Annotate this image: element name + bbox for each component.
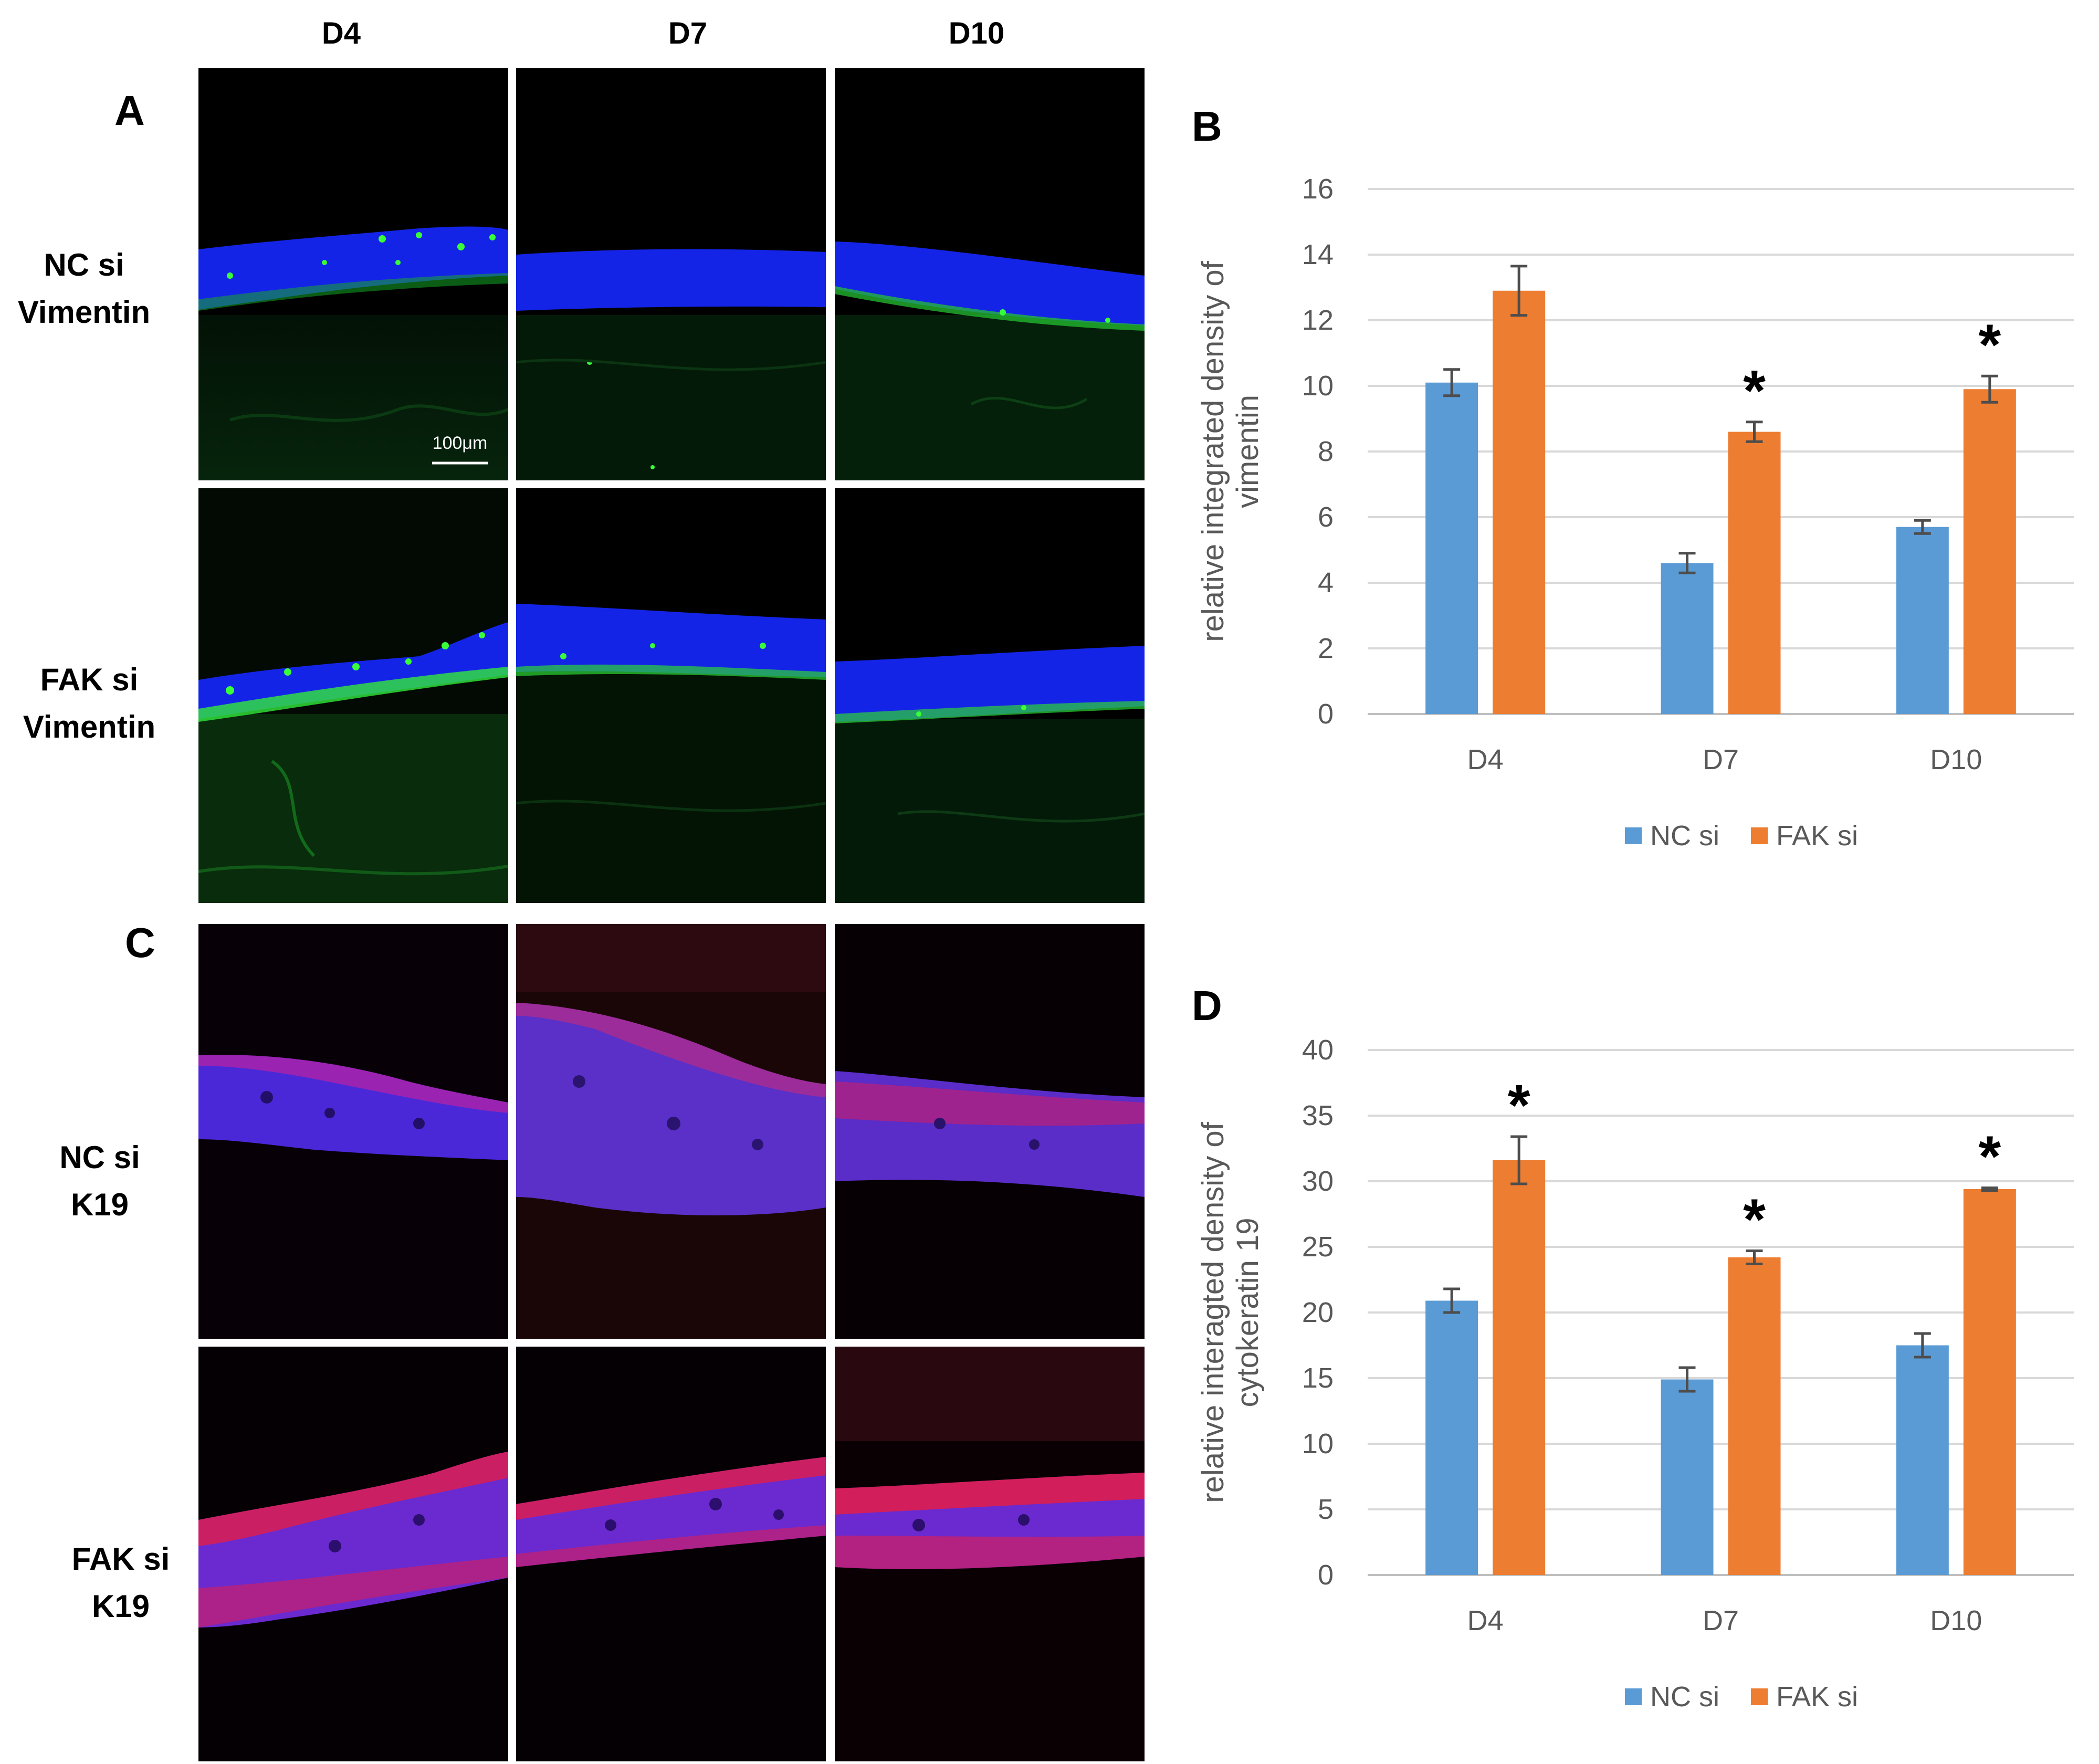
bar xyxy=(1896,1345,1949,1575)
legend-swatch xyxy=(1751,1688,1768,1705)
panel-label-a: A xyxy=(114,87,145,134)
y-axis-label-line: relative interagted density of xyxy=(1196,1121,1230,1503)
bar xyxy=(1661,1379,1714,1575)
legend-label: FAK si xyxy=(1776,820,1858,852)
x-tick-label: D7 xyxy=(1703,744,1739,775)
y-tick-label: 2 xyxy=(1318,633,1334,664)
micrograph-fak-vimentin-d7 xyxy=(516,488,826,903)
row-label-line: NC si xyxy=(44,247,124,282)
bar xyxy=(1728,432,1781,714)
legend-label: FAK si xyxy=(1776,1681,1858,1713)
significance-marker: * xyxy=(1743,1188,1766,1252)
legend-swatch xyxy=(1625,1688,1642,1705)
micrograph-nc-vimentin-d10 xyxy=(835,68,1145,480)
y-tick-label: 8 xyxy=(1318,436,1334,467)
row-label-line: NC si xyxy=(59,1140,140,1175)
y-axis-label-line: vimentin xyxy=(1231,395,1265,508)
y-tick-label: 10 xyxy=(1302,370,1334,402)
micrograph-nc-k19-d4 xyxy=(198,924,508,1339)
y-axis-label-line: relative integrated density of xyxy=(1196,260,1230,642)
y-tick-label: 40 xyxy=(1302,1034,1334,1066)
row-label-fak-k19: FAK si K19 xyxy=(42,1536,200,1630)
bar xyxy=(1661,563,1714,714)
y-tick-label: 35 xyxy=(1302,1100,1334,1131)
significance-marker: * xyxy=(1978,312,2001,377)
significance-marker: * xyxy=(1743,359,1766,423)
y-tick-label: 12 xyxy=(1302,304,1334,336)
bar xyxy=(1728,1257,1781,1575)
x-tick-label: D7 xyxy=(1703,1605,1739,1636)
bar xyxy=(1963,1189,2016,1575)
x-tick-label: D10 xyxy=(1930,744,1982,775)
y-tick-label: 14 xyxy=(1302,239,1334,270)
legend-label: NC si xyxy=(1650,1681,1719,1713)
significance-marker: * xyxy=(1978,1125,2001,1189)
y-tick-label: 4 xyxy=(1318,567,1334,598)
row-label-nc-k19: NC si K19 xyxy=(32,1134,168,1228)
y-tick-label: 6 xyxy=(1318,501,1334,533)
legend-swatch xyxy=(1751,827,1768,844)
y-tick-label: 10 xyxy=(1302,1428,1334,1460)
y-axis-label: relative integrated density of vimentin xyxy=(1196,260,1265,642)
row-label-line: K19 xyxy=(91,1589,150,1624)
scale-bar-label: 100μm xyxy=(433,433,488,453)
chart-d-svg: 0 5 10 15 20 25 30 35 40 relative interagted dens… xyxy=(1196,1034,2074,1713)
micrograph-nc-vimentin-d4: 100μm xyxy=(198,68,508,480)
y-tick-label: 30 xyxy=(1302,1166,1334,1197)
y-tick-label: 5 xyxy=(1318,1494,1334,1525)
bar xyxy=(1896,527,1949,714)
row-label-fak-vimentin: FAK si Vimentin xyxy=(0,656,179,751)
y-tick-label: 25 xyxy=(1302,1231,1334,1263)
bar xyxy=(1425,1300,1478,1575)
y-axis-label-line: cytokeratin 19 xyxy=(1231,1217,1265,1407)
y-tick-label: 16 xyxy=(1302,173,1334,205)
legend-swatch xyxy=(1625,827,1642,844)
panel-label-d: D xyxy=(1192,982,1222,1029)
micrograph-nc-k19-d10 xyxy=(835,924,1145,1339)
x-tick-label: D4 xyxy=(1467,1605,1504,1636)
row-label-line: FAK si xyxy=(40,662,139,697)
bar xyxy=(1493,1160,1546,1575)
bar xyxy=(1963,389,2016,714)
y-tick-label: 15 xyxy=(1302,1362,1334,1394)
chart-b-svg: 0 2 4 6 8 10 12 14 16 relative integrated density… xyxy=(1196,173,2074,852)
chart-d-cytokeratin: 0 5 10 15 20 25 30 35 40 relative interagted dens… xyxy=(1187,998,2090,1764)
bar xyxy=(1425,382,1478,714)
micrograph-fak-vimentin-d4 xyxy=(198,488,508,903)
x-tick-label: D10 xyxy=(1930,1605,1982,1636)
micrograph-fak-vimentin-d10 xyxy=(835,488,1145,903)
micrograph-nc-k19-d7 xyxy=(516,924,826,1339)
row-label-line: K19 xyxy=(70,1187,129,1222)
y-tick-label: 0 xyxy=(1318,1559,1334,1591)
column-header-d7: D7 xyxy=(668,16,708,50)
panel-label-b: B xyxy=(1192,103,1222,150)
x-tick-label: D4 xyxy=(1467,744,1504,775)
chart-b-vimentin: 0 2 4 6 8 10 12 14 16 relative integrated density… xyxy=(1187,136,2090,903)
bar xyxy=(1493,290,1546,714)
micrograph-nc-vimentin-d7 xyxy=(516,68,826,480)
row-label-line: FAK si xyxy=(71,1541,170,1577)
micrograph-fak-k19-d7 xyxy=(516,1347,826,1761)
significance-marker: * xyxy=(1508,1073,1530,1138)
y-axis-label: relative interagted density of cytokerati… xyxy=(1196,1121,1265,1503)
y-tick-label: 0 xyxy=(1318,698,1334,730)
y-tick-label: 20 xyxy=(1302,1297,1334,1328)
micrograph-fak-k19-d4 xyxy=(198,1347,508,1761)
column-header-d10: D10 xyxy=(948,16,1005,50)
row-label-line: Vimentin xyxy=(23,709,156,744)
micrograph-fak-k19-d10 xyxy=(835,1347,1145,1761)
row-label-nc-vimentin: NC si Vimentin xyxy=(0,242,168,336)
panel-label-c: C xyxy=(125,919,155,966)
legend-label: NC si xyxy=(1650,820,1719,852)
column-header-d4: D4 xyxy=(321,16,361,50)
row-label-line: Vimentin xyxy=(17,295,151,330)
